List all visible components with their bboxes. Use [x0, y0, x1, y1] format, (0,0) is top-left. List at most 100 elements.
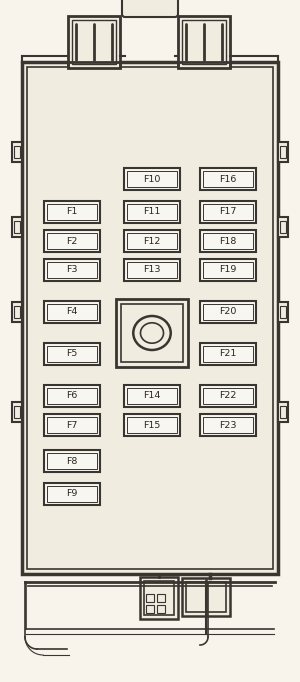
Text: F9: F9	[66, 490, 78, 499]
Bar	[203, 417, 253, 433]
Text: F4: F4	[66, 308, 78, 316]
Bar	[44, 450, 100, 472]
Text: F1: F1	[66, 207, 78, 216]
Bar	[72, 20, 116, 64]
Bar	[127, 417, 177, 433]
Bar	[47, 486, 97, 502]
Bar	[14, 406, 20, 418]
FancyBboxPatch shape	[122, 0, 178, 17]
Bar	[124, 201, 180, 223]
Bar	[47, 453, 97, 469]
Bar	[44, 414, 100, 436]
Bar	[44, 483, 100, 505]
Bar	[44, 259, 100, 281]
Bar	[124, 230, 180, 252]
Bar	[200, 230, 256, 252]
Bar	[127, 204, 177, 220]
Bar	[68, 16, 120, 68]
Bar	[127, 262, 177, 278]
Bar	[200, 301, 256, 323]
Text: F18: F18	[219, 237, 237, 246]
Bar	[124, 259, 180, 281]
Text: F20: F20	[219, 308, 237, 316]
Bar	[44, 301, 100, 323]
Bar	[200, 385, 256, 407]
Bar	[47, 417, 97, 433]
Text: F10: F10	[143, 175, 161, 183]
Bar	[200, 168, 256, 190]
Text: F3: F3	[66, 265, 78, 274]
Bar	[200, 343, 256, 365]
Ellipse shape	[133, 316, 171, 350]
Bar	[14, 221, 20, 233]
Bar	[14, 306, 20, 318]
Bar	[280, 146, 286, 158]
Bar	[280, 306, 286, 318]
Bar	[127, 388, 177, 404]
Bar	[278, 142, 288, 162]
Bar	[278, 217, 288, 237]
Bar	[144, 581, 174, 615]
Text: F12: F12	[143, 237, 161, 246]
Bar	[278, 302, 288, 322]
Bar	[127, 171, 177, 187]
Text: F7: F7	[66, 421, 78, 430]
Bar	[121, 304, 183, 362]
Text: F5: F5	[66, 349, 78, 359]
Text: F13: F13	[143, 265, 161, 274]
Bar	[44, 343, 100, 365]
Bar	[47, 204, 97, 220]
Bar	[44, 230, 100, 252]
Bar	[27, 67, 273, 569]
Text: F22: F22	[219, 391, 237, 400]
Bar	[157, 605, 165, 613]
Bar	[22, 62, 278, 574]
Text: F21: F21	[219, 349, 237, 359]
Bar	[280, 406, 286, 418]
Text: F19: F19	[219, 265, 237, 274]
Bar	[278, 402, 288, 422]
Bar	[47, 388, 97, 404]
Bar	[12, 402, 22, 422]
Bar	[200, 259, 256, 281]
Bar	[203, 304, 253, 320]
Bar	[140, 577, 178, 619]
Bar	[44, 385, 100, 407]
Text: F6: F6	[66, 391, 78, 400]
Text: F11: F11	[143, 207, 161, 216]
Bar	[146, 594, 154, 602]
Bar	[200, 414, 256, 436]
Text: F16: F16	[219, 175, 237, 183]
Text: F14: F14	[143, 391, 161, 400]
Ellipse shape	[140, 323, 164, 343]
Bar	[127, 233, 177, 249]
Text: F17: F17	[219, 207, 237, 216]
Bar	[124, 414, 180, 436]
Bar	[203, 262, 253, 278]
Bar	[182, 578, 230, 616]
Bar	[47, 304, 97, 320]
Bar	[124, 385, 180, 407]
Bar	[203, 233, 253, 249]
Bar	[47, 262, 97, 278]
Bar	[178, 16, 230, 68]
Bar	[124, 168, 180, 190]
Bar	[12, 142, 22, 162]
Bar	[47, 346, 97, 362]
Bar	[14, 146, 20, 158]
Bar	[203, 346, 253, 362]
Bar	[203, 171, 253, 187]
Bar	[47, 233, 97, 249]
Text: F15: F15	[143, 421, 161, 430]
Bar	[186, 582, 226, 612]
Bar	[12, 217, 22, 237]
Bar	[280, 221, 286, 233]
Text: F8: F8	[66, 456, 78, 466]
Bar	[44, 201, 100, 223]
Bar	[200, 201, 256, 223]
Bar	[116, 299, 188, 367]
Text: F23: F23	[219, 421, 237, 430]
Bar	[157, 594, 165, 602]
Bar	[182, 20, 226, 64]
Bar	[203, 388, 253, 404]
